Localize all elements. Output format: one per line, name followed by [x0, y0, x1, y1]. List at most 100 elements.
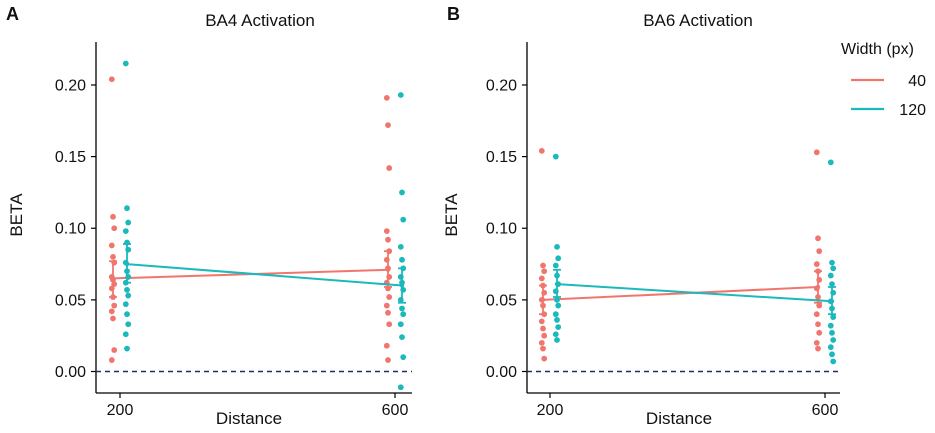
panel-b-series-120-point	[827, 272, 834, 279]
panel-b-series-120-point	[827, 344, 834, 351]
panel-b-series-120-point	[829, 329, 835, 336]
panel-a-series-40-point	[110, 253, 116, 260]
panel-a-series-40-point	[386, 321, 393, 328]
panel-a-series-120-point	[400, 311, 407, 318]
panel-a-series-40-mean-marker	[385, 267, 391, 272]
panel-b-x-tick-label: 600	[812, 402, 839, 419]
panel-a-x-axis-label: Distance	[216, 409, 282, 428]
legend-label-40: 40	[908, 73, 926, 90]
panel-a-x-tick-label: 200	[107, 402, 134, 419]
panel-a-series-120-mean-marker	[399, 283, 405, 288]
panel-b-series-120-point	[827, 159, 834, 166]
panel-b-series-120-point	[827, 322, 834, 329]
panel-a-series-120-mean-line	[126, 263, 403, 287]
panel-a-series-40-point	[383, 342, 390, 349]
panel-b-series-40-point	[813, 339, 820, 346]
panel-a-series-120-point	[124, 205, 130, 212]
panel-b-series-120-mean-marker	[829, 299, 835, 304]
panel-a-series-40-point	[111, 225, 118, 232]
panel-a-y-tick-label: 0.15	[55, 149, 86, 166]
panel-a-series-120-point	[124, 286, 130, 293]
panel-b-series-40-point	[815, 321, 821, 328]
panel-a-series-120-point	[399, 256, 405, 263]
panel-a-y-tick-label: 0.05	[55, 292, 86, 309]
panel-b-y-tick-label: 0.15	[486, 149, 517, 166]
panel-b-y-tick-label: 0.05	[486, 292, 517, 309]
panel-b-series-40-point	[540, 325, 546, 332]
panel-a-series-120-point	[397, 384, 404, 391]
panel-a-series-40-point	[108, 76, 115, 83]
panel-a-series-120-point	[122, 331, 129, 338]
panel-b-series-40-mean-marker	[540, 297, 546, 303]
panel-a-series-40-point	[110, 213, 116, 220]
panel-a-series-40-point	[108, 357, 115, 363]
panel-a-series-120-point	[399, 334, 405, 341]
panel-a: A BA4 Activation Distance BETA 0.000.050…	[6, 4, 412, 428]
panel-letter-b: B	[447, 4, 460, 24]
panel-a-series-120-point	[124, 311, 130, 318]
panel-a-series-120-point	[122, 228, 129, 235]
panel-b-series-40-point	[541, 355, 548, 362]
panel-b-series-120-point	[830, 337, 837, 343]
panel-a-x-tick-label: 600	[382, 402, 409, 419]
panel-b: B BA6 Activation Distance BETA 0.000.050…	[442, 4, 840, 428]
panel-a-series-120-point	[122, 60, 129, 67]
panel-b-series-40-point	[538, 147, 545, 154]
panel-b-series-40-mean-line	[542, 285, 819, 301]
panel-a-series-40-point	[386, 165, 393, 171]
panel-a-title: BA4 Activation	[205, 11, 315, 30]
panel-b-series-40-point	[813, 149, 820, 156]
panel-b-series-40-point	[813, 311, 820, 318]
panel-a-series-120-point	[397, 92, 404, 98]
panel-a-series-40-point	[383, 302, 390, 309]
panel-a-series-40-point	[111, 302, 118, 309]
panel-b-series-120-point	[552, 311, 559, 318]
panel-b-series-120-point	[829, 281, 835, 288]
panel-a-series-120-point	[125, 219, 132, 226]
panel-a-series-40-point	[111, 347, 118, 353]
panel-b-x-axis-label: Distance	[646, 409, 712, 428]
panel-b-series-40-point	[538, 275, 545, 282]
panel-b-series-40-point	[815, 235, 821, 242]
panel-b-series-120-point	[555, 255, 562, 262]
panel-b-series-120-point	[554, 317, 560, 323]
panel-a-series-120-point	[397, 243, 404, 250]
panel-a-series-40-point	[108, 308, 115, 315]
panel-b-series-120-point	[554, 337, 560, 343]
panel-a-series-40-point	[386, 294, 393, 300]
panel-a-series-120-point	[125, 292, 132, 299]
panel-b-series-120-point	[552, 262, 559, 269]
panel-b-plot-area: 0.00 0.05 0.10 0.15 0.20 200 600	[486, 42, 840, 419]
panel-b-series-40-point	[541, 268, 548, 275]
panel-b-series-40-point	[541, 332, 548, 339]
panel-a-series-120-point	[122, 301, 129, 308]
panel-letter-a: A	[6, 4, 19, 24]
panel-a-series-40-point	[385, 309, 391, 316]
panel-b-series-40-point	[815, 345, 821, 352]
panel-b-series-120-point	[829, 259, 835, 266]
panel-a-series-120-point	[125, 321, 132, 328]
panel-a-series-40-point	[385, 122, 391, 128]
panel-a-series-120-mean-marker	[124, 261, 130, 267]
panel-b-series-40-point	[816, 248, 823, 255]
panel-a-series-120-point	[400, 354, 407, 361]
panel-b-series-40-point	[538, 318, 545, 325]
panel-b-series-40-point	[816, 302, 823, 309]
panel-b-series-120-point	[830, 358, 837, 365]
panel-a-y-axis-label: BETA	[7, 193, 26, 237]
panel-b-series-40-point	[540, 262, 546, 269]
panel-b-series-120-point	[830, 314, 837, 320]
panel-a-series-40-point	[108, 242, 115, 249]
panel-b-series-40-point	[813, 261, 820, 267]
panel-b-y-tick-label: 0.20	[486, 77, 517, 94]
panel-b-series-120-mean-line	[556, 283, 833, 303]
panel-b-y-tick-label: 0.00	[486, 364, 517, 381]
panel-a-series-120-point	[124, 345, 130, 352]
panel-b-title: BA6 Activation	[643, 11, 753, 30]
panel-b-series-120-point	[829, 351, 835, 358]
panel-a-series-120-point	[400, 216, 407, 223]
legend: Width (px) 40 120	[841, 41, 926, 119]
panel-a-series-120-point	[399, 189, 405, 196]
panel-b-series-120-mean-marker	[554, 281, 560, 287]
